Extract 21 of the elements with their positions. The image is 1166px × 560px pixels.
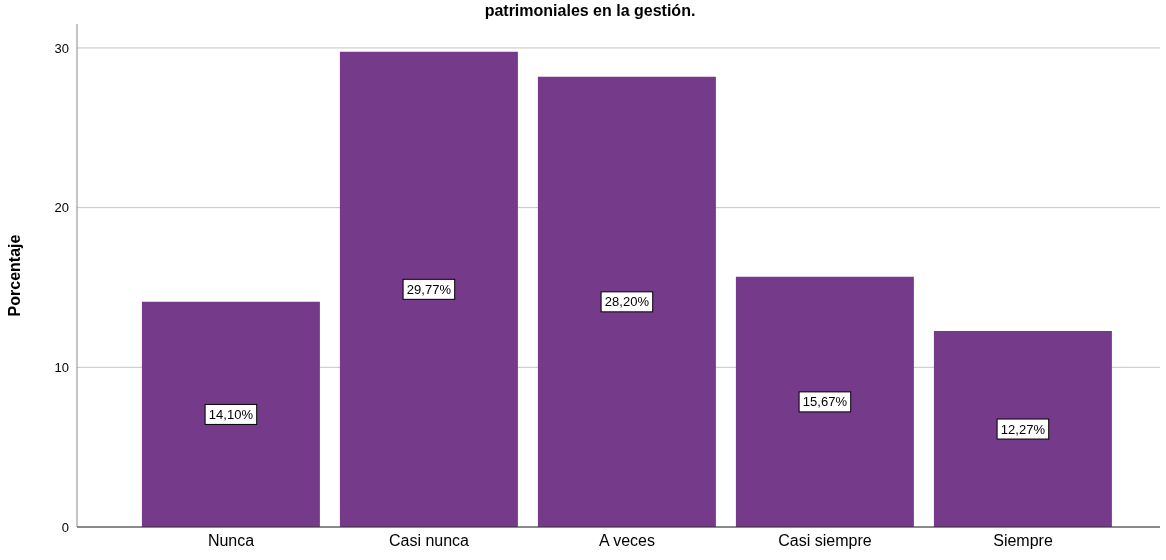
y-tick-label: 20: [54, 200, 69, 216]
x-tick-label: A veces: [598, 532, 656, 550]
y-axis-title: Porcentaje: [5, 234, 23, 317]
bar: [735, 276, 914, 527]
data-label: 29,77%: [406, 281, 452, 297]
y-tick-label: 10: [54, 359, 69, 375]
x-tick-label: Casi nunca: [388, 532, 470, 550]
data-label: 14,10%: [208, 406, 254, 422]
x-tick-label: Siempre: [993, 532, 1053, 550]
bar: [933, 331, 1112, 527]
y-tick-label: 0: [61, 519, 69, 535]
data-label: 28,20%: [604, 294, 650, 310]
bar: [537, 76, 716, 527]
data-label: 15,67%: [802, 394, 848, 410]
bar: [141, 301, 320, 527]
bar: [339, 51, 518, 527]
data-label: 12,27%: [1000, 421, 1046, 437]
chart-title: patrimoniales en la gestión.: [483, 2, 697, 20]
y-tick-label: 30: [54, 40, 69, 56]
x-tick-label: Nunca: [207, 532, 255, 550]
x-tick-label: Casi siempre: [778, 532, 872, 550]
